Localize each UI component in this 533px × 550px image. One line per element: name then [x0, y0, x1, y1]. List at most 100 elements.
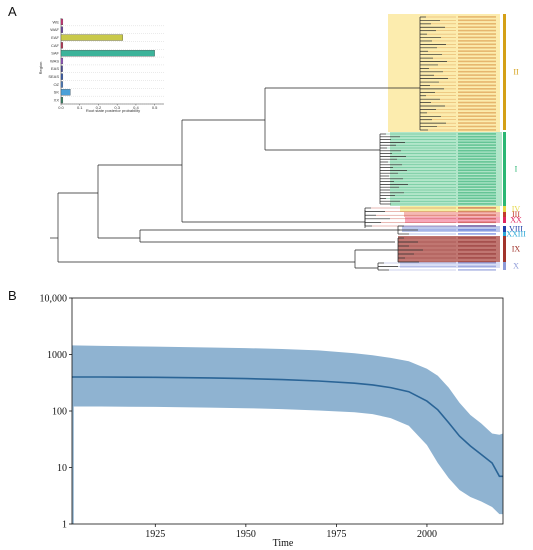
tip-label — [458, 101, 496, 104]
inset-bar — [60, 26, 64, 33]
tip-label — [458, 105, 496, 107]
inset-category-label: XX — [54, 97, 60, 102]
inset-xlabel: Root state posterior probability — [86, 108, 140, 113]
clade-bar — [503, 232, 506, 236]
tip-label — [458, 129, 496, 131]
tip-label — [458, 221, 496, 224]
tip-label — [458, 125, 496, 128]
tip-label — [458, 200, 496, 202]
clade-band-X — [400, 262, 500, 268]
clade-label: VIII — [509, 225, 523, 234]
clade-label: IV — [512, 205, 521, 214]
tip-label — [458, 183, 496, 186]
inset-x-tick-label: 0.3 — [114, 105, 120, 110]
tip-label — [458, 217, 496, 220]
tip-label — [458, 262, 496, 264]
tip-label — [458, 155, 496, 158]
tip-label — [458, 144, 496, 146]
clade-label: IX — [512, 245, 521, 254]
clade-bar — [503, 132, 506, 206]
inset-x-tick-label: 0.0 — [58, 105, 64, 110]
tip-label — [458, 269, 496, 271]
tip-label — [458, 253, 496, 255]
inset-category-label: SEAS — [48, 74, 59, 79]
clade-label: III — [512, 210, 520, 219]
tip-label — [458, 152, 496, 155]
tip-label — [458, 189, 496, 191]
tip-label — [458, 36, 496, 39]
tip-label — [458, 207, 496, 209]
tip-label — [458, 177, 496, 180]
inset-x-tick-label: 0.5 — [152, 105, 158, 110]
tip-label — [458, 115, 496, 118]
tip-label — [458, 22, 496, 25]
tip-label — [458, 241, 496, 243]
inset-category-label: SAF — [51, 51, 59, 56]
inset-bar — [60, 42, 64, 49]
tip-label — [458, 43, 496, 46]
tip-label — [458, 57, 496, 59]
tip-label — [458, 265, 496, 268]
tip-label — [458, 147, 496, 149]
y-tick-label: 10,000 — [40, 294, 68, 305]
tip-label — [458, 94, 496, 97]
tip-label — [458, 133, 496, 135]
clade-bar — [503, 217, 506, 223]
inset-category-label: EAF — [51, 35, 59, 40]
inset-bar — [60, 89, 71, 96]
root-state-bar-chart: Region Root state posterior probability … — [38, 18, 164, 113]
inset-x-tick-label: 0.4 — [133, 105, 139, 110]
tip-label — [458, 194, 496, 197]
y-tick-label: 100 — [52, 407, 67, 418]
inset-category-label: EAS — [51, 66, 59, 71]
tip-label — [458, 257, 496, 259]
clade-bar — [503, 212, 506, 217]
skyline-chart: Time 1 10 100 1000 10,000 1925 1950 1975 2000 — [40, 294, 504, 549]
tip-label — [458, 16, 496, 18]
y-tick-label: 1000 — [47, 350, 67, 361]
inset-x-tick-label: 0.1 — [77, 105, 83, 110]
clade-band-VIII — [402, 226, 500, 232]
tip-label — [458, 84, 496, 87]
tip-label — [458, 74, 496, 76]
x-axis-title: Time — [273, 538, 294, 549]
tip-label — [458, 197, 496, 200]
inset-bar — [60, 18, 64, 26]
tip-label — [458, 138, 496, 141]
tip-label — [458, 210, 496, 213]
inset-bar — [60, 34, 123, 41]
tip-label — [458, 180, 496, 183]
tip-label — [458, 29, 496, 32]
inset-bar — [60, 65, 63, 72]
inset-category-label: OZ — [53, 82, 59, 87]
tip-label — [458, 169, 496, 172]
clade-label: XXIII — [506, 230, 526, 239]
inset-bar — [60, 73, 64, 80]
tip-label — [458, 249, 496, 251]
tip-label — [458, 26, 496, 28]
tip-label — [458, 60, 496, 63]
clade-bar — [503, 236, 506, 262]
tip-label — [458, 161, 496, 163]
tip-label — [458, 64, 496, 66]
tip-label — [458, 40, 496, 42]
tip-label — [458, 186, 496, 188]
tip-label — [458, 141, 496, 144]
clade-bar — [503, 262, 506, 270]
inset-category-label: WAS — [50, 58, 59, 63]
clade-bar — [503, 206, 506, 212]
clade-band-IV — [400, 206, 500, 212]
x-tick-label: 1975 — [326, 529, 346, 540]
inset-category-label: CAF — [51, 43, 60, 48]
tip-label — [458, 91, 496, 94]
inset-category-label: WE — [53, 19, 60, 24]
clade-band-II — [388, 14, 500, 132]
inset-bar — [60, 96, 64, 104]
tip-label — [458, 149, 496, 152]
inset-ylabel: Region — [38, 62, 43, 75]
tip-label — [458, 122, 496, 124]
inset-x-tick-label: 0.2 — [96, 105, 102, 110]
panel-a-label: A — [8, 4, 17, 19]
